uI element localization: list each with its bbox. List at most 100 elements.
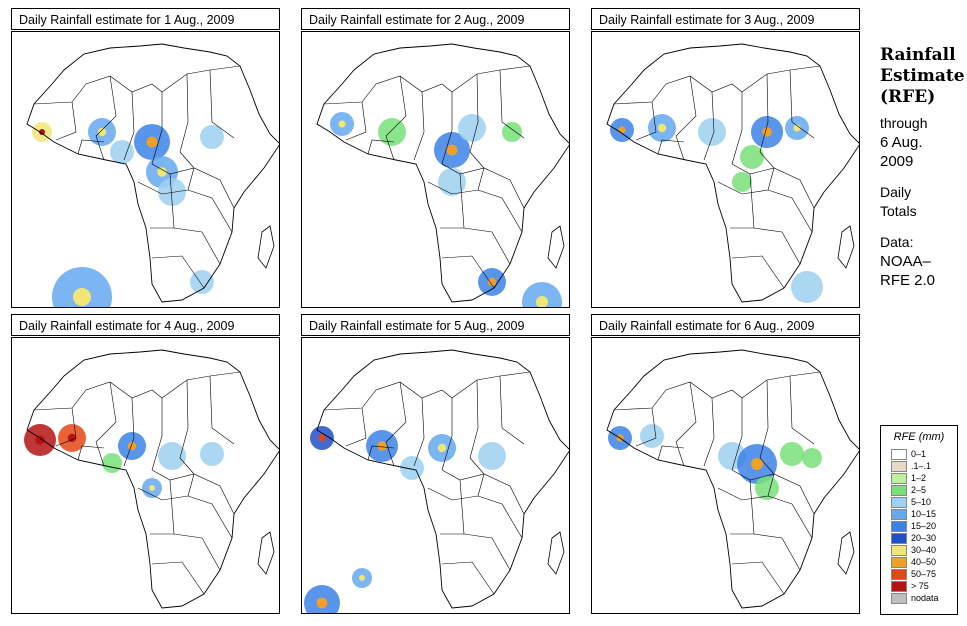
rainfall-peak (446, 144, 458, 156)
country-border (441, 92, 453, 165)
country-border (767, 167, 775, 191)
legend-swatch (891, 532, 907, 544)
legend-title: RFE (mm) (893, 431, 945, 443)
country-border (187, 473, 195, 497)
country-border (33, 371, 241, 411)
legend-item: .1–.1 (891, 460, 939, 472)
country-border (731, 255, 785, 289)
legend-swatch (891, 472, 907, 484)
rainfall-area (378, 118, 406, 146)
country-border (345, 407, 367, 447)
panel-title: Daily Rainfall estimate for 6 Aug., 2009 (591, 314, 860, 336)
country-border (427, 487, 523, 539)
country-border (675, 75, 697, 161)
rainfall-areas (330, 112, 562, 307)
country-border (441, 398, 453, 471)
main-title-line1: Rainfall (880, 45, 956, 65)
legend-swatch (891, 508, 907, 520)
country-border (477, 473, 485, 497)
rainfall-peak (35, 435, 45, 445)
map-svg (24, 349, 279, 609)
main-title-line3: (RFE) (880, 87, 936, 107)
legend-label: 30–40 (911, 544, 937, 555)
country-border (385, 75, 407, 161)
rainfall-peak (316, 597, 328, 609)
rainfall-areas (608, 424, 822, 500)
africa-coastline (606, 43, 859, 303)
rainfall-peak (437, 443, 447, 453)
country-border (767, 473, 775, 497)
country-border (77, 139, 105, 155)
legend-label: 5–10 (911, 496, 932, 507)
country-border (77, 445, 105, 461)
rainfall-map (11, 31, 280, 308)
country-border (440, 227, 511, 265)
rainfall-peak (97, 127, 107, 137)
africa-coastline (316, 43, 569, 303)
country-border (209, 69, 235, 139)
panel-title: Daily Rainfall estimate for 4 Aug., 2009 (11, 314, 280, 336)
rainfall-peak (487, 277, 497, 287)
country-border (730, 227, 801, 265)
country-border (95, 381, 117, 467)
country-border (123, 397, 135, 467)
rainfall-area (458, 114, 486, 142)
rainfall-map (591, 337, 860, 614)
madagascar-outline (547, 531, 565, 575)
legend-label: 40–50 (911, 556, 937, 567)
madagascar-outline (837, 531, 855, 575)
country-border (323, 371, 531, 411)
map-panel-aug5: Daily Rainfall estimate for 5 Aug., 2009 (301, 314, 572, 614)
rainfall-area (200, 125, 224, 149)
country-border (345, 101, 367, 141)
rainfall-area (200, 442, 224, 466)
map-panel-aug3: Daily Rainfall estimate for 3 Aug., 2009 (591, 8, 862, 308)
legend-item: > 75 (891, 580, 939, 592)
map-svg (606, 43, 859, 303)
madagascar-outline (837, 225, 855, 269)
rainfall-peak (377, 441, 387, 451)
country-border (789, 375, 815, 445)
country-border (413, 397, 425, 467)
legend-label: > 75 (911, 580, 929, 591)
data-source-line1: NOAA– (880, 253, 931, 270)
country-border (385, 381, 407, 467)
rainfall-peak (793, 124, 801, 132)
main-title-line2: Estimate (880, 66, 965, 86)
legend-label: 1–2 (911, 472, 927, 483)
rainfall-area (158, 178, 186, 206)
map-panel-aug6: Daily Rainfall estimate for 6 Aug., 2009 (591, 314, 862, 614)
rainfall-area (802, 448, 822, 468)
rainfall-legend: RFE (mm) 0–1.1–.1 1–2 2–5 5–10 10–15 15–20 20–… (880, 425, 958, 615)
country-border (123, 91, 135, 161)
rainfall-area (780, 442, 804, 466)
legend-item: 10–15 (891, 508, 939, 520)
rainfall-peak (536, 296, 548, 307)
country-border (703, 91, 715, 161)
country-border (179, 379, 195, 475)
map-panel-aug4: Daily Rainfall estimate for 4 Aug., 2009 (11, 314, 282, 614)
rainfall-area (522, 282, 562, 307)
country-border (179, 73, 195, 169)
legend-item: 2–5 (891, 484, 939, 496)
rainfall-peak (762, 127, 772, 137)
daily-label: Daily (880, 184, 912, 200)
totals-label: Totals (880, 203, 917, 219)
legend-item: 1–2 (891, 472, 939, 484)
rainfall-peak (751, 458, 763, 470)
country-border (657, 139, 685, 155)
map-svg (606, 349, 859, 609)
country-border (459, 173, 465, 229)
country-border (749, 173, 755, 229)
rainfall-area (732, 172, 752, 192)
legend-swatch (891, 580, 907, 592)
legend-items: 0–1.1–.1 1–2 2–5 5–10 10–15 15–20 20–30 30–40 40… (891, 448, 939, 604)
rainfall-peak (318, 434, 326, 442)
legend-swatch (891, 592, 907, 604)
legend-swatch (891, 520, 907, 532)
country-border (613, 65, 821, 105)
data-label: Data: (880, 234, 914, 250)
country-border (95, 75, 117, 161)
panel-title: Daily Rainfall estimate for 1 Aug., 2009 (11, 8, 280, 30)
map-svg (26, 43, 279, 307)
